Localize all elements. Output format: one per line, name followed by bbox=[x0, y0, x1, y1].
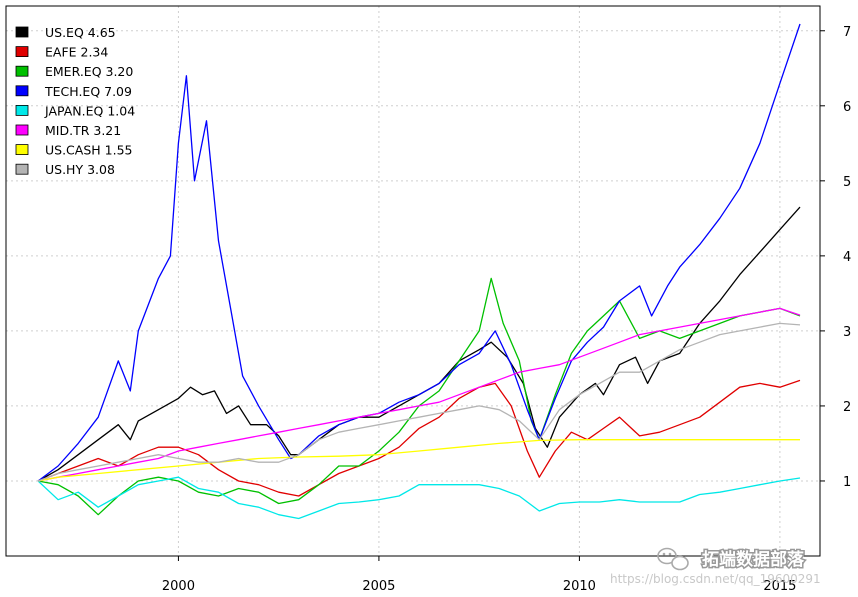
series-line-3 bbox=[37, 23, 801, 482]
legend-label: MID.TR 3.21 bbox=[45, 123, 121, 138]
grid bbox=[6, 6, 820, 556]
legend-swatch bbox=[15, 46, 29, 57]
series-line-6 bbox=[37, 439, 800, 482]
y-tick-label: 3 bbox=[843, 325, 851, 340]
legend-swatch bbox=[15, 26, 29, 38]
legend: US.EQ 4.65 EAFE 2.34 EMER.EQ 3.20 TECH.EQ 7… bbox=[15, 25, 135, 177]
x-tick-label: 2015 bbox=[763, 579, 796, 594]
legend-label: US.HY 3.08 bbox=[45, 162, 115, 177]
series-lines bbox=[37, 23, 801, 520]
legend-swatch bbox=[15, 163, 29, 175]
watermark-url: https://blog.csdn.net/qq_19600291 bbox=[610, 572, 821, 586]
y-tick-label: 1 bbox=[843, 475, 851, 490]
watermark: 拓端数据部落 https://blog.csdn.net/qq_19600291 bbox=[610, 547, 821, 587]
legend-label: TECH.EQ 7.09 bbox=[44, 84, 132, 99]
x-tick-label: 2010 bbox=[563, 579, 596, 594]
legend-swatch bbox=[15, 85, 29, 97]
x-axis: 2000 2005 2010 2015 bbox=[162, 556, 796, 594]
y-tick-label: 7 bbox=[843, 25, 851, 40]
y-tick-label: 2 bbox=[843, 400, 851, 415]
y-tick-label: 4 bbox=[843, 250, 851, 265]
legend-label: US.CASH 1.55 bbox=[45, 143, 132, 158]
legend-label: EAFE 2.34 bbox=[45, 45, 108, 60]
wechat-icon bbox=[657, 547, 689, 571]
y-tick-label: 5 bbox=[843, 175, 851, 190]
legend-label: US.EQ 4.65 bbox=[45, 25, 116, 40]
legend-label: EMER.EQ 3.20 bbox=[45, 64, 133, 79]
legend-swatch bbox=[15, 65, 29, 77]
legend-swatch bbox=[15, 105, 29, 116]
legend-swatch bbox=[15, 144, 29, 156]
y-tick-label: 6 bbox=[843, 100, 851, 115]
x-tick-label: 2005 bbox=[362, 579, 395, 594]
series-line-0 bbox=[37, 206, 801, 482]
legend-label: JAPAN.EQ 1.04 bbox=[44, 103, 135, 118]
y-axis: 1 2 3 4 5 6 7 bbox=[820, 25, 851, 490]
watermark-main-text: 拓端数据部落 bbox=[702, 549, 805, 570]
series-line-2 bbox=[37, 277, 801, 516]
x-tick-label: 2000 bbox=[162, 579, 195, 594]
series-line-7 bbox=[37, 322, 801, 482]
series-line-4 bbox=[37, 476, 801, 520]
plot-border bbox=[5, 5, 821, 557]
plot-background bbox=[6, 6, 820, 556]
legend-swatch bbox=[15, 124, 29, 136]
series-line-1 bbox=[37, 379, 801, 497]
